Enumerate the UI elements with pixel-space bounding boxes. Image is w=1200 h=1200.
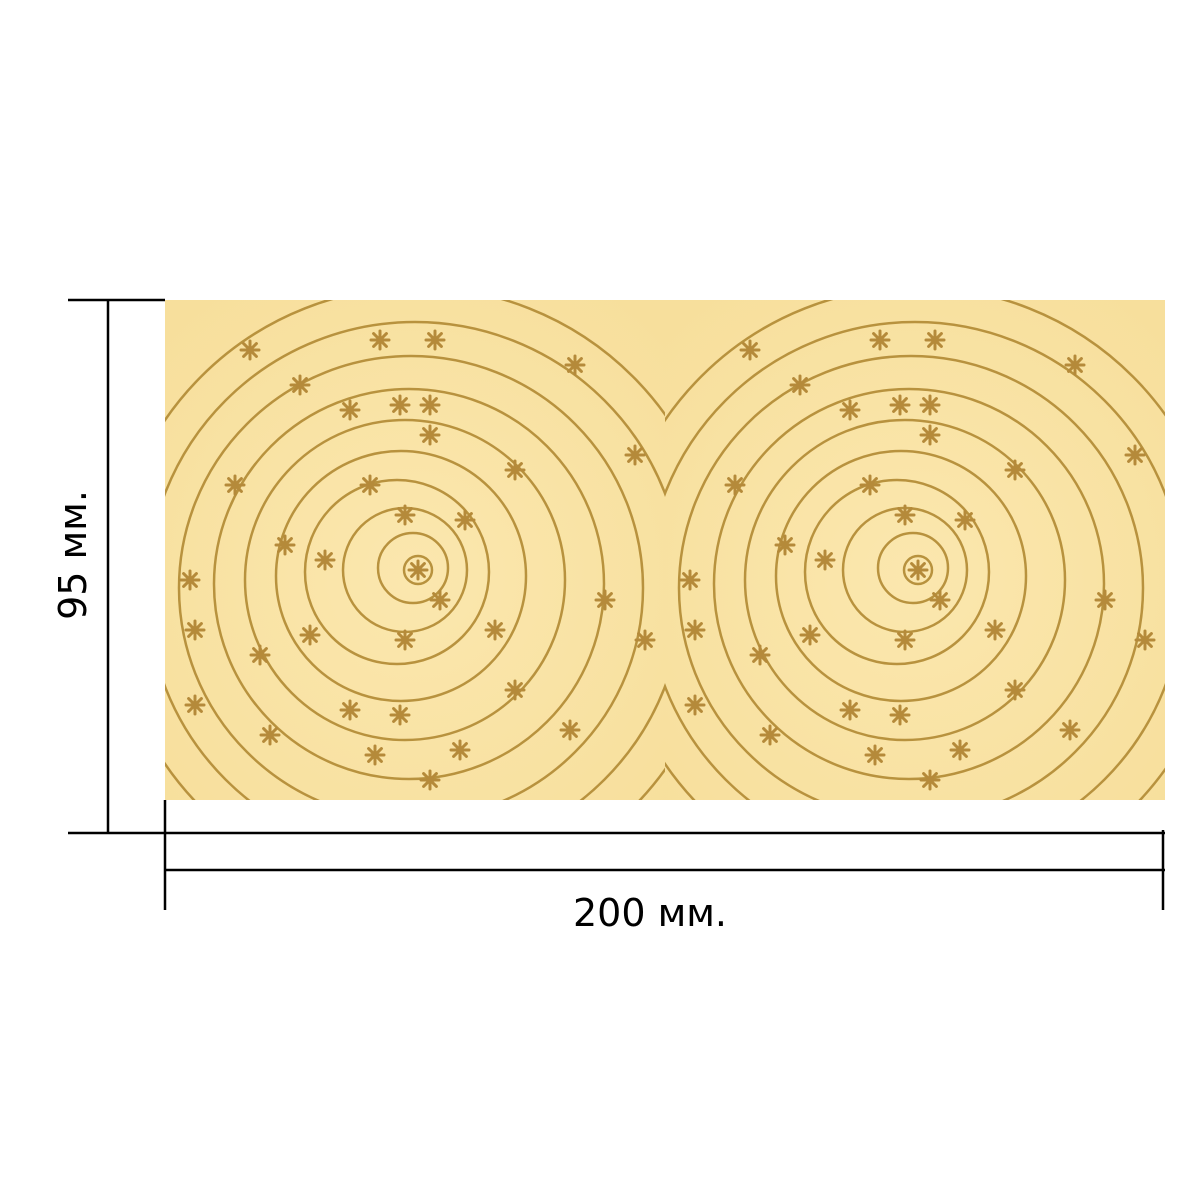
height-label: 95 мм. (51, 490, 95, 620)
panel-left (112, 287, 722, 897)
dimension-lines (68, 298, 1165, 910)
width-label: 200 мм. (573, 891, 727, 935)
panel-right (612, 287, 1200, 897)
